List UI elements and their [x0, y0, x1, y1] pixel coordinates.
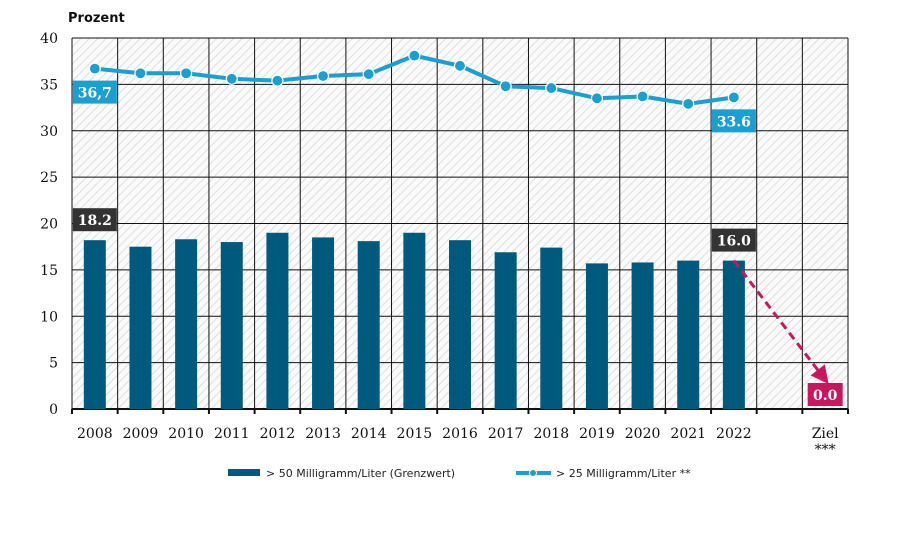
- x-tick-label: 2018: [533, 426, 569, 442]
- y-axis-label: Prozent: [68, 11, 125, 26]
- x-tick-sublabel: ***: [815, 442, 836, 458]
- y-tick-label: 0: [49, 402, 58, 418]
- x-tick-label: 2015: [397, 426, 433, 442]
- line-point-2019: [590, 92, 604, 105]
- bar-2014: [357, 241, 380, 409]
- bar-2018: [540, 247, 563, 409]
- legend-swatch-bar: [228, 469, 260, 476]
- x-tick-label: 2008: [77, 426, 113, 442]
- line-point-2010: [180, 67, 193, 80]
- legend-label-bar: > 50 Milligramm/Liter (Grenzwert): [266, 467, 455, 480]
- line-point-2018: [545, 81, 558, 95]
- bar-2019: [585, 263, 608, 409]
- line-point-2014: [362, 68, 375, 81]
- x-tick-label: 2019: [579, 426, 615, 442]
- x-tick-label: 2011: [214, 426, 250, 442]
- x-tick-label: Ziel: [812, 426, 839, 442]
- line-point-2022: [727, 91, 740, 104]
- data-label: 18.2: [78, 213, 112, 229]
- x-tick-label: 2016: [442, 426, 478, 442]
- y-tick-label: 35: [40, 77, 58, 93]
- y-tick-label: 25: [40, 170, 58, 186]
- line-point-2008: [88, 62, 101, 75]
- y-tick-label: 20: [40, 217, 58, 233]
- y-tick-label: 15: [40, 263, 58, 279]
- line-point-2009: [134, 67, 147, 80]
- bar-2008: [83, 240, 106, 409]
- y-tick-label: 30: [40, 124, 58, 140]
- target-arrow: [732, 259, 829, 385]
- y-tick-label: 40: [40, 31, 58, 47]
- bar-2022: [722, 260, 745, 409]
- bar-2013: [312, 237, 335, 409]
- bar-2021: [677, 260, 700, 409]
- y-tick-label: 5: [49, 356, 58, 372]
- data-label-box: [711, 109, 756, 133]
- bar-2015: [403, 232, 426, 409]
- line-point-2016: [453, 59, 467, 72]
- x-tick-label: 2017: [488, 426, 524, 442]
- x-tick-label: 2020: [625, 426, 661, 442]
- legend-swatch-marker: [529, 469, 537, 477]
- x-tick-label: 2022: [716, 426, 752, 442]
- x-tick-label: 2010: [168, 426, 204, 442]
- line-point-2015: [408, 49, 421, 62]
- bar-2009: [129, 246, 152, 409]
- bar-2010: [175, 239, 198, 409]
- line-point-2011: [225, 72, 238, 85]
- y-tick-label: 10: [40, 309, 58, 325]
- line-point-2013: [316, 69, 330, 83]
- line-point-2020: [636, 90, 649, 103]
- bar-2017: [494, 252, 517, 409]
- bar-2011: [220, 242, 243, 409]
- line-point-2017: [499, 80, 512, 93]
- data-label-box: [711, 228, 756, 252]
- legend: > 50 Milligramm/Liter (Grenzwert) > 25 M…: [228, 467, 691, 480]
- x-tick-label: 2013: [305, 426, 341, 442]
- legend-label-line: > 25 Milligramm/Liter **: [556, 467, 691, 480]
- line-point-2012: [271, 74, 284, 87]
- bar-2016: [449, 240, 471, 409]
- data-label-box: [72, 208, 117, 232]
- data-label: 0.0: [813, 388, 838, 404]
- data-label: 36,7: [78, 86, 112, 102]
- data-label-box: [807, 383, 843, 406]
- x-tick-label: 2009: [123, 426, 159, 442]
- x-tick-label: 2014: [351, 426, 387, 442]
- line-point-2021: [682, 97, 695, 110]
- data-label: 33.6: [717, 114, 751, 130]
- x-tick-label: 2021: [670, 426, 706, 442]
- x-tick-label: 2012: [260, 426, 296, 442]
- bar-2020: [631, 262, 654, 409]
- bar-2012: [266, 232, 289, 409]
- data-label: 16.0: [717, 234, 751, 250]
- data-label-box: [72, 80, 117, 104]
